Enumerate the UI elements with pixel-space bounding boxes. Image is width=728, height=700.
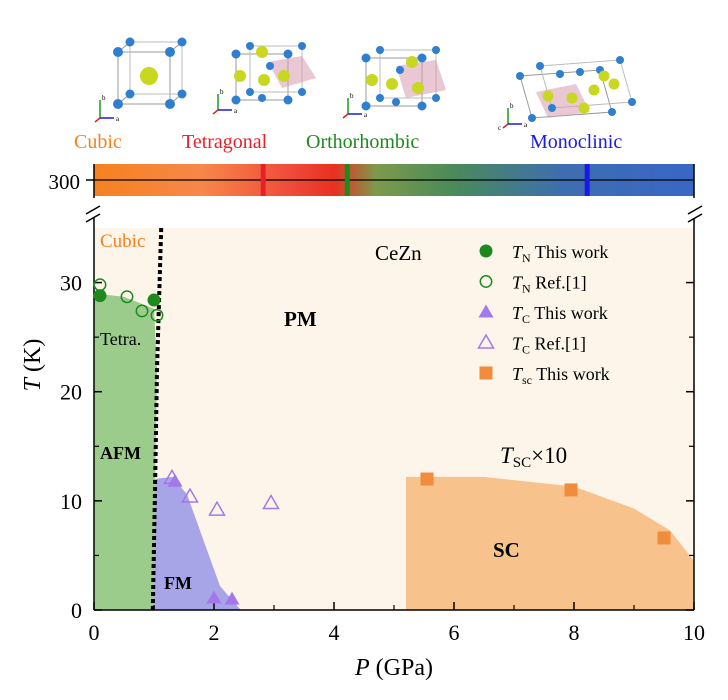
orthorhombic-crystal-icon — [342, 46, 446, 119]
sc-region — [406, 476, 694, 610]
legend-label: TN Ref.[1] — [512, 273, 587, 296]
crystal-axis-label: b — [220, 88, 224, 96]
data-point — [163, 468, 181, 485]
legend-marker — [479, 366, 493, 380]
legend-marker — [477, 333, 495, 349]
x-axis-label: P (GPa) — [354, 655, 433, 681]
monoclinic-crystal-icon — [502, 56, 636, 129]
legend-label: TN This work — [512, 242, 608, 265]
data-point — [150, 308, 164, 322]
x-tick-label: 8 — [569, 620, 580, 645]
tsc-annotation: TSC×10 — [500, 443, 567, 471]
region-label-fm: FM — [164, 573, 192, 593]
crystal-axis-label: a — [234, 107, 238, 115]
afm-region — [94, 293, 157, 610]
legend-marker — [478, 304, 494, 318]
legend-label: TC This work — [512, 303, 608, 326]
data-point — [657, 531, 671, 545]
structure-label-monoclinic: Monoclinic — [530, 131, 622, 153]
data-point — [135, 304, 149, 318]
crystal-axis-label: b — [102, 94, 106, 102]
data-point — [262, 494, 280, 510]
x-tick-label: 2 — [209, 620, 220, 645]
x-tick-label: 0 — [89, 620, 100, 645]
y-tick-label: 10 — [60, 489, 82, 514]
region-label-cubic: Cubic — [100, 231, 145, 252]
region-label-afm: AFM — [100, 443, 141, 463]
region-label-sc: SC — [493, 538, 520, 562]
y-axis-label: T (K) — [20, 339, 46, 392]
data-point — [120, 290, 134, 304]
data-point — [208, 500, 226, 516]
data-point — [93, 278, 107, 292]
data-point — [206, 590, 222, 604]
legend-marker — [479, 244, 493, 258]
top-temperature-strip: 300 — [49, 164, 695, 198]
compound-title: CeZn — [375, 241, 422, 265]
strip-temperature-label: 300 — [49, 170, 81, 194]
data-point — [147, 293, 161, 307]
data-point — [93, 289, 107, 303]
data-point — [420, 472, 434, 486]
data-point — [181, 487, 199, 503]
crystal-axis-label: c — [498, 124, 501, 132]
crystal-axis-label: a — [364, 111, 368, 119]
y-tick-label: 20 — [60, 380, 82, 405]
crystal-axis-label: b — [510, 102, 514, 110]
fm-region — [154, 476, 241, 610]
region-label-pm: PM — [284, 307, 317, 331]
x-tick-label: 6 — [449, 620, 460, 645]
structure-label-orthorhombic: Orthorhombic — [306, 131, 419, 153]
structure-label-cubic: Cubic — [74, 131, 122, 153]
legend-label: Tsc This work — [512, 364, 610, 387]
y-tick-label: 30 — [60, 271, 82, 296]
y-tick-label: 0 — [71, 598, 82, 623]
axis-break — [84, 200, 704, 224]
structure-label-tetragonal: Tetragonal — [182, 131, 268, 153]
crystal-axis-label: b — [350, 92, 354, 100]
data-point — [224, 591, 240, 605]
legend-marker — [479, 275, 493, 288]
x-tick-label: 4 — [329, 620, 340, 645]
crystal-axis-label: a — [116, 115, 120, 123]
cubic-crystal-icon — [94, 37, 187, 123]
crystal-axis-label: a — [524, 121, 528, 129]
legend-label: TC Ref.[1] — [512, 334, 586, 357]
tetragonal-crystal-icon — [212, 42, 316, 115]
x-tick-label: 10 — [683, 620, 705, 645]
region-label-tetra: Tetra. — [100, 329, 141, 349]
data-point — [564, 483, 578, 497]
legend: TN This work TN Ref.[1] TC This work TC Ref… — [477, 242, 610, 387]
